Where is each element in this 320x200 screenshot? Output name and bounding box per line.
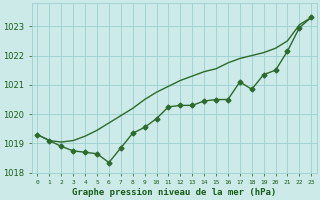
X-axis label: Graphe pression niveau de la mer (hPa): Graphe pression niveau de la mer (hPa)	[72, 188, 276, 197]
